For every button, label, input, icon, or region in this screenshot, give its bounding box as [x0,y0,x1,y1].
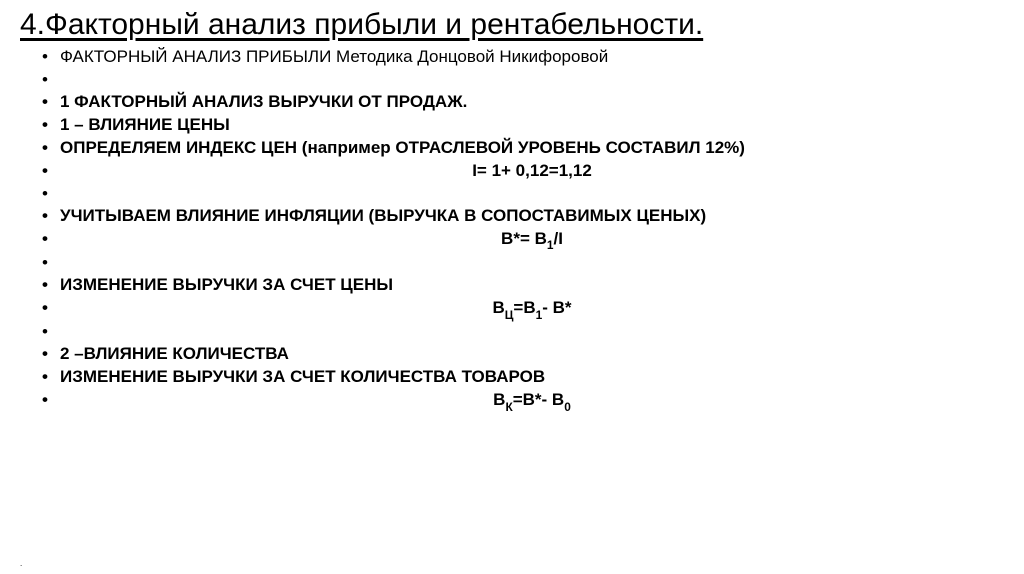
line-qty-change: ИЗМЕНЕНИЕ ВЫРУЧКИ ЗА СЧЕТ КОЛИЧЕСТВА ТОВ… [42,366,1004,389]
line-inflation: УЧИТЫВАЕМ ВЛИЯНИЕ ИНФЛЯЦИИ (ВЫРУЧКА В СО… [42,205,1004,228]
slide-title: 4.Факторный анализ прибыли и рентабельно… [20,8,1004,42]
blank-line [42,183,1004,205]
blank-line [42,321,1004,343]
formula-comparable-revenue: В*= В1/I [42,228,1004,252]
formula-index: I= 1+ 0,12=1,12 [42,160,1004,183]
line-index-def: ОПРЕДЕЛЯЕМ ИНДЕКС ЦЕН (например ОТРАСЛЕВ… [42,137,1004,160]
blank-line [42,69,1004,91]
line-subtitle: ФАКТОРНЫЙ АНАЛИЗ ПРИБЫЛИ Методика Донцов… [42,46,1004,69]
line-factor2: 2 –ВЛИЯНИЕ КОЛИЧЕСТВА [42,343,1004,366]
line-price-change: ИЗМЕНЕНИЕ ВЫРУЧКИ ЗА СЧЕТ ЦЕНЫ [42,274,1004,297]
line-section1: 1 ФАКТОРНЫЙ АНАЛИЗ ВЫРУЧКИ ОТ ПРОДАЖ. [42,91,1004,114]
footer-dot: . [20,559,22,568]
blank-line [42,252,1004,274]
line-factor1: 1 – ВЛИЯНИЕ ЦЕНЫ [42,114,1004,137]
formula-qty-change: ВК=В*- В0 [42,389,1004,413]
slide-body: ФАКТОРНЫЙ АНАЛИЗ ПРИБЫЛИ Методика Донцов… [42,46,1004,414]
formula-price-change: ВЦ=В1- В* [42,297,1004,321]
